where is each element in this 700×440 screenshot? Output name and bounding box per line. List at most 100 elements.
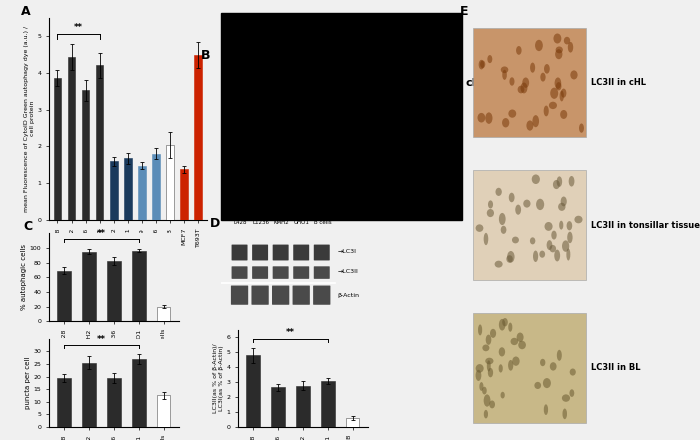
Bar (82, 91, 90, 220)
Bar (110, 161, 118, 220)
Ellipse shape (534, 382, 541, 389)
Bar (180, 169, 188, 220)
Circle shape (377, 68, 380, 71)
Ellipse shape (482, 387, 486, 395)
Y-axis label: mean Fluorescence of CytoID Green autophagy dye (a.u.) /
cell protein: mean Fluorescence of CytoID Green autoph… (24, 26, 34, 212)
FancyBboxPatch shape (273, 266, 288, 279)
Y-axis label: % autophagic cells: % autophagic cells (21, 244, 27, 310)
Bar (321, 381, 335, 427)
Circle shape (385, 74, 389, 79)
Text: **: ** (74, 23, 83, 32)
Circle shape (387, 88, 389, 91)
Bar (82, 252, 96, 321)
FancyBboxPatch shape (332, 119, 386, 172)
Ellipse shape (346, 61, 396, 106)
Bar (132, 251, 146, 321)
Bar (194, 55, 202, 220)
FancyBboxPatch shape (473, 170, 586, 280)
Ellipse shape (480, 60, 485, 68)
Ellipse shape (499, 319, 505, 330)
Ellipse shape (560, 110, 567, 119)
Ellipse shape (559, 221, 564, 230)
Ellipse shape (556, 82, 561, 90)
Ellipse shape (256, 136, 272, 152)
Ellipse shape (552, 231, 556, 239)
Bar (346, 418, 359, 427)
Circle shape (421, 84, 423, 86)
Bar (132, 359, 146, 427)
Text: UHO1: UHO1 (294, 220, 310, 225)
Circle shape (253, 80, 257, 84)
Ellipse shape (508, 360, 513, 370)
FancyBboxPatch shape (293, 266, 309, 279)
Bar (157, 307, 170, 321)
Ellipse shape (568, 42, 573, 53)
Circle shape (237, 86, 240, 89)
Text: normal B cells: normal B cells (363, 165, 416, 174)
Ellipse shape (496, 188, 502, 196)
Ellipse shape (502, 118, 510, 128)
Ellipse shape (311, 139, 326, 156)
Ellipse shape (555, 49, 562, 59)
Ellipse shape (554, 33, 561, 44)
FancyBboxPatch shape (473, 313, 586, 423)
Ellipse shape (543, 378, 551, 388)
Ellipse shape (553, 180, 560, 189)
Ellipse shape (554, 249, 560, 261)
Text: **: ** (97, 229, 106, 238)
Text: D: D (210, 216, 220, 230)
Ellipse shape (569, 389, 574, 397)
Text: LC3II in cHL: LC3II in cHL (591, 78, 645, 87)
Text: L428: L428 (241, 47, 260, 56)
Ellipse shape (498, 347, 505, 356)
Text: L428: L428 (234, 220, 247, 225)
Ellipse shape (488, 368, 493, 378)
FancyBboxPatch shape (314, 245, 330, 260)
Bar (124, 158, 132, 220)
Ellipse shape (516, 46, 522, 55)
Ellipse shape (508, 323, 512, 332)
Ellipse shape (498, 364, 503, 373)
FancyBboxPatch shape (222, 57, 279, 110)
Text: β-Actin: β-Actin (337, 293, 360, 297)
Ellipse shape (575, 216, 582, 224)
Circle shape (305, 67, 307, 70)
Ellipse shape (561, 88, 566, 98)
Ellipse shape (508, 110, 516, 118)
Circle shape (430, 90, 433, 92)
Y-axis label: puncta per cell: puncta per cell (25, 356, 31, 409)
Ellipse shape (509, 193, 514, 202)
Ellipse shape (562, 240, 569, 252)
Circle shape (259, 81, 263, 84)
Text: normal
B cells: normal B cells (313, 214, 332, 225)
Circle shape (239, 73, 241, 76)
FancyBboxPatch shape (282, 57, 340, 110)
Text: LC3II in BL: LC3II in BL (591, 363, 640, 372)
Circle shape (366, 88, 369, 91)
Circle shape (253, 75, 256, 77)
FancyBboxPatch shape (232, 266, 248, 279)
Ellipse shape (482, 345, 489, 351)
Bar (166, 145, 174, 220)
Circle shape (423, 66, 426, 70)
Text: KMH2: KMH2 (274, 220, 289, 225)
Ellipse shape (536, 199, 544, 210)
Bar (271, 387, 285, 427)
Ellipse shape (475, 364, 484, 373)
Text: **: ** (286, 328, 295, 337)
Ellipse shape (556, 176, 562, 187)
FancyBboxPatch shape (231, 286, 248, 305)
Ellipse shape (530, 62, 535, 73)
Circle shape (295, 72, 298, 75)
Circle shape (432, 96, 435, 99)
FancyBboxPatch shape (314, 266, 330, 279)
FancyBboxPatch shape (293, 245, 309, 260)
Ellipse shape (480, 382, 484, 391)
Ellipse shape (521, 83, 527, 93)
Ellipse shape (562, 394, 570, 402)
Circle shape (263, 74, 267, 78)
Circle shape (307, 94, 309, 96)
Ellipse shape (507, 251, 514, 263)
Ellipse shape (533, 115, 539, 127)
Ellipse shape (570, 70, 578, 80)
